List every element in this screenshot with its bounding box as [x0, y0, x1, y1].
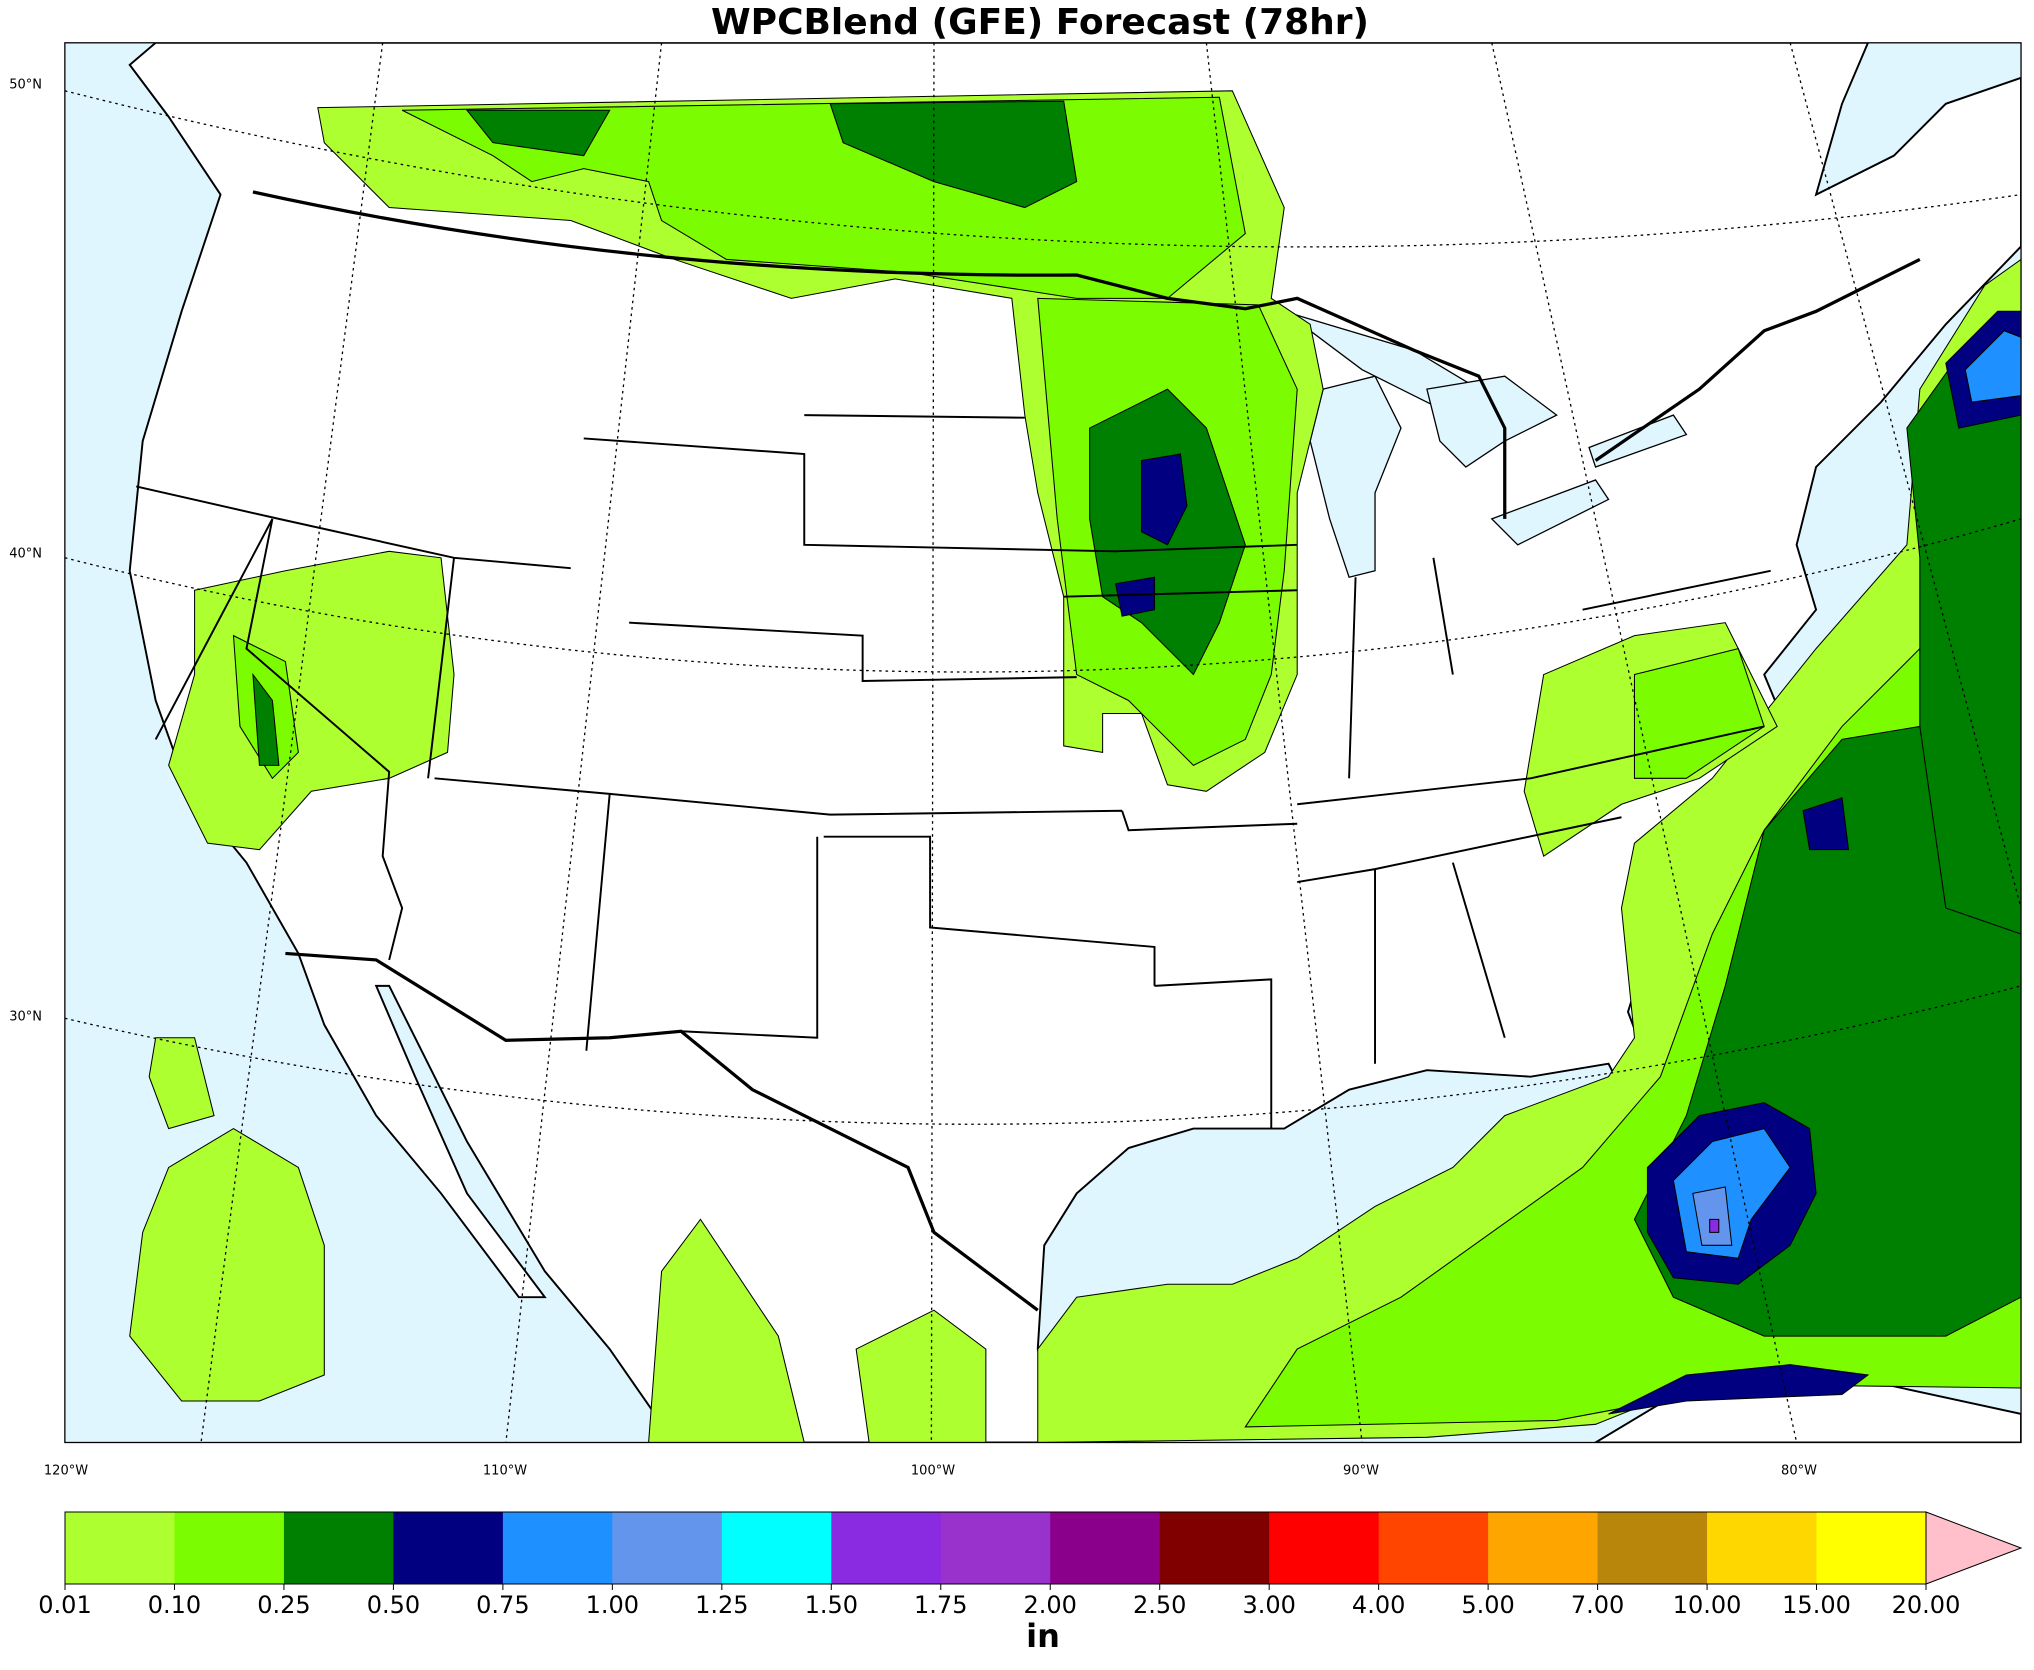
lake	[1490, 479, 1610, 546]
colorbar-swatch	[940, 1512, 1051, 1584]
colorbar-extension	[1925, 1511, 2023, 1585]
lon-labels: 120°W 110°W 100°W 90°W 80°W	[44, 1464, 1817, 1479]
lat-label: 40°N	[9, 547, 42, 562]
colorbar-swatch	[1816, 1512, 1927, 1584]
colorbar-tick-label: 5.00	[1461, 1591, 1514, 1619]
colorbar-swatch	[721, 1512, 832, 1584]
colorbar-tick-label: 0.01	[38, 1591, 91, 1619]
colorbar-tick-label: 10.00	[1673, 1591, 1742, 1619]
borders	[135, 190, 1921, 1312]
colorbar-swatch	[393, 1512, 504, 1584]
colorbar-tick-label: 1.00	[586, 1591, 639, 1619]
colorbar-tick-label: 0.10	[148, 1591, 201, 1619]
colorbar-tick-label: 7.00	[1571, 1591, 1624, 1619]
colorbar-swatch	[1050, 1512, 1161, 1584]
colorbar-tick-label: 0.50	[367, 1591, 420, 1619]
lake	[1309, 375, 1402, 579]
map-frame	[64, 42, 2022, 1444]
colorbar-swatch	[65, 1512, 175, 1584]
lat-label: 50°N	[9, 78, 42, 93]
lon-label: 120°W	[44, 1464, 88, 1479]
map-title: WPCBlend (GFE) Forecast (78hr)	[711, 2, 1369, 43]
colorbar-tick-label: 1.50	[805, 1591, 858, 1619]
colorbar-swatch	[283, 1512, 394, 1584]
colorbar-outline	[64, 1511, 1927, 1585]
colorbar-tick-label: 1.25	[695, 1591, 748, 1619]
lon-label: 90°W	[1343, 1464, 1379, 1479]
lon-label: 100°W	[911, 1464, 955, 1479]
colorbar-swatch	[612, 1512, 723, 1584]
colorbar-swatch	[1269, 1512, 1380, 1584]
lat-label: 30°N	[9, 1010, 42, 1025]
colorbar-tick-label: 0.25	[257, 1591, 310, 1619]
colorbar-swatch	[1159, 1512, 1270, 1584]
colorbar-swatch	[1488, 1512, 1599, 1584]
colorbar-swatch	[831, 1512, 942, 1584]
colorbar-swatch	[1378, 1512, 1489, 1584]
colorbar-unit: in	[1026, 1617, 1060, 1655]
lon-label: 110°W	[483, 1464, 527, 1479]
colorbar-tick-label: 0.75	[476, 1591, 529, 1619]
colorbar-tick-label: 3.00	[1242, 1591, 1295, 1619]
colorbar-swatch	[174, 1512, 285, 1584]
colorbar-swatch	[1707, 1512, 1818, 1584]
colorbar-tick-label: 15.00	[1782, 1591, 1851, 1619]
colorbar-swatch	[1597, 1512, 1708, 1584]
colorbar: 0.01 0.10 0.25 0.50 0.75 1.00 1.25 1.50 1.75 2.00…	[38, 1511, 2023, 1619]
colorbar-tick-label: 4.00	[1352, 1591, 1405, 1619]
colorbar-tick-label: 2.00	[1024, 1591, 1077, 1619]
lon-label: 80°W	[1781, 1464, 1817, 1479]
colorbar-tick-label: 1.75	[914, 1591, 967, 1619]
colorbar-tick-label: 2.50	[1133, 1591, 1186, 1619]
colorbar-tick-label: 20.00	[1892, 1591, 1961, 1619]
graticule	[64, 42, 2022, 1443]
lat-labels: 50°N 40°N 30°N	[9, 78, 42, 1025]
precip	[129, 90, 2022, 1443]
map	[64, 42, 2022, 1444]
colorbar-swatch	[502, 1512, 613, 1584]
